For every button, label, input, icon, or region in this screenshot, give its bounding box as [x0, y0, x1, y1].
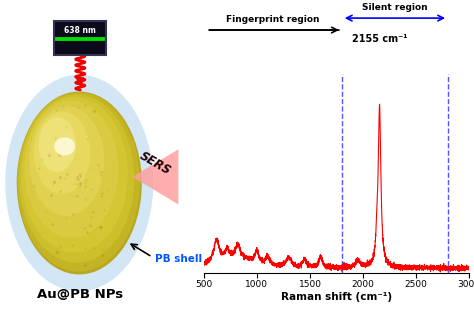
Circle shape: [5, 75, 153, 291]
Text: 2155 cm⁻¹: 2155 cm⁻¹: [352, 34, 407, 44]
Text: Silent region: Silent region: [362, 3, 428, 12]
Circle shape: [19, 94, 134, 263]
Circle shape: [38, 117, 76, 172]
Circle shape: [29, 106, 104, 216]
FancyBboxPatch shape: [54, 21, 106, 55]
Text: SERS: SERS: [137, 149, 173, 177]
Circle shape: [25, 100, 118, 238]
Polygon shape: [132, 149, 178, 204]
Text: 638 nm: 638 nm: [64, 26, 96, 35]
Circle shape: [17, 91, 142, 274]
Text: PB shell: PB shell: [155, 254, 202, 264]
Text: Fingerprint region: Fingerprint region: [226, 15, 319, 24]
Polygon shape: [132, 149, 178, 204]
Text: Au@PB NPs: Au@PB NPs: [37, 288, 123, 301]
Circle shape: [34, 112, 90, 194]
Ellipse shape: [54, 137, 75, 155]
Circle shape: [18, 92, 140, 272]
X-axis label: Raman shift (cm⁻¹): Raman shift (cm⁻¹): [281, 292, 392, 302]
Circle shape: [21, 97, 128, 253]
